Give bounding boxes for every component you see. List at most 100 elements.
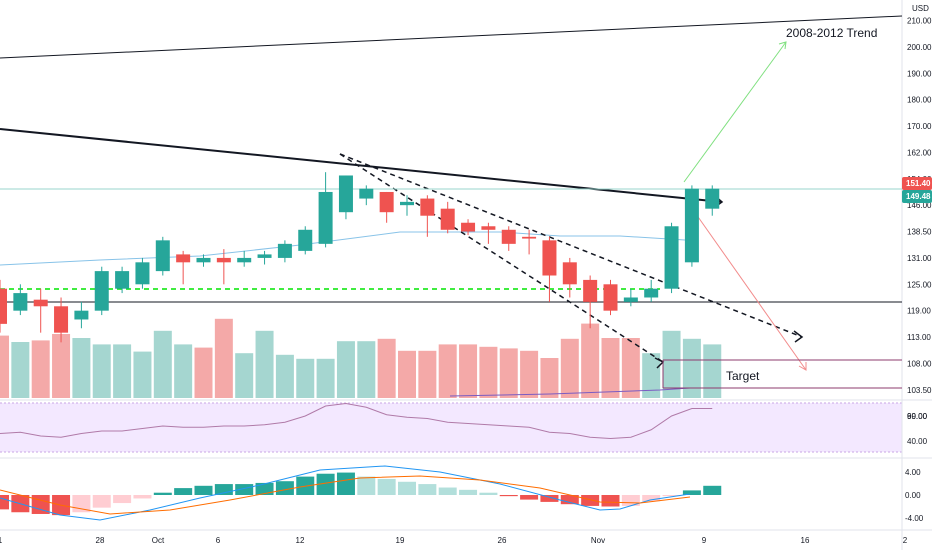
trend-annotation[interactable]: 2008-2012 Trend — [786, 26, 877, 40]
volume-bar — [398, 350, 416, 398]
volume-bar — [52, 334, 71, 398]
macd-histogram-bar — [479, 492, 498, 495]
candle-body — [338, 175, 353, 213]
long-moving-average-line — [449, 387, 691, 397]
volume-bar — [357, 341, 376, 398]
ma-price-tag: 149.48 — [902, 190, 932, 203]
rsi-line — [0, 402, 713, 440]
volume-bar — [581, 323, 600, 398]
macd-histogram-bar — [194, 485, 213, 495]
candle-body — [644, 288, 659, 298]
price-tick-label: 138.50 — [907, 228, 932, 237]
target-annotation[interactable]: Target — [726, 369, 760, 383]
macd-histogram-bar — [703, 485, 722, 495]
candle-body — [359, 188, 374, 199]
price-axis[interactable]: 210.00200.00190.00180.00170.00162.00154.… — [907, 17, 932, 422]
moving-averages — [0, 231, 691, 397]
macd-histogram-bar — [642, 495, 661, 502]
time-tick-label: 2 — [903, 536, 908, 545]
candle-body — [277, 243, 292, 258]
candle-body — [257, 254, 272, 258]
price-tick-label: 146.00 — [907, 201, 932, 210]
candle-body — [461, 222, 476, 232]
volume-bar — [255, 330, 274, 398]
macd-histogram-bar — [153, 492, 172, 495]
volume-bar — [601, 338, 620, 398]
moving-average-line — [0, 231, 686, 266]
price-pane[interactable] — [0, 0, 902, 398]
candle-body — [705, 188, 720, 209]
candle-body — [684, 188, 699, 263]
volume-bar — [133, 351, 152, 398]
candle-body — [400, 201, 414, 206]
candle-body — [176, 254, 191, 263]
volume-bar — [194, 347, 213, 398]
macd-histogram-bar — [0, 495, 9, 510]
time-tick-label: 12 — [296, 536, 305, 545]
macd-histogram-bar — [336, 472, 355, 495]
macd-tick-label: 4.00 — [905, 468, 921, 477]
price-tick-label: 170.00 — [907, 122, 932, 131]
volume-bar — [113, 344, 132, 398]
candle-body — [298, 229, 313, 251]
long-trend-line — [0, 15, 903, 59]
candle-body — [13, 293, 28, 311]
volume-bar — [92, 344, 111, 398]
svg-text:151.40: 151.40 — [906, 179, 931, 188]
candle-body — [440, 208, 455, 230]
macd-histogram-bar — [357, 476, 376, 495]
macd-tick-label: -4.00 — [905, 514, 924, 523]
candle-body — [420, 198, 435, 216]
upper-channel-arrowhead — [793, 330, 804, 343]
candle-body — [155, 240, 170, 272]
candle-body — [501, 229, 516, 244]
volume-bar — [479, 346, 498, 398]
candle-body — [216, 257, 231, 263]
price-tick-label: 190.00 — [907, 69, 932, 78]
price-tick-label: 119.00 — [907, 307, 931, 316]
volume-bar — [459, 344, 478, 398]
rsi-pane — [0, 402, 713, 440]
resistance-trend-line — [0, 128, 723, 203]
volume-bar — [31, 340, 50, 398]
projection-down-line — [695, 213, 807, 371]
macd-histogram-bar — [418, 484, 437, 495]
volume-bar — [377, 338, 396, 398]
macd-histogram-bar — [459, 489, 478, 495]
rsi-tick-label: 40.00 — [907, 437, 928, 446]
projection-up-line — [683, 41, 787, 183]
macd-histogram-bar — [398, 481, 416, 495]
volume-bar — [418, 350, 437, 398]
volume-bar — [703, 344, 722, 398]
candle-body — [237, 257, 252, 263]
macd-tick-label: 0.00 — [905, 491, 921, 500]
volume-bar — [621, 338, 640, 398]
macd-histogram-bar — [214, 484, 233, 495]
time-tick-label: 6 — [216, 536, 221, 545]
volume-bar — [540, 358, 559, 398]
macd-histogram-bar — [581, 495, 600, 506]
macd-histogram-bar — [92, 495, 111, 508]
macd-histogram-bar — [235, 484, 254, 495]
volume-bar — [296, 358, 315, 398]
candle-body — [135, 262, 150, 285]
volume-bar — [662, 330, 681, 398]
time-axis[interactable]: 1 28 Oct 6 12 19 26 Nov 9 16 2 — [0, 536, 908, 545]
macd-histogram-bar — [377, 478, 396, 495]
macd-signal-line — [0, 475, 691, 515]
price-tick-label: 108.00 — [907, 359, 932, 368]
volume-bar — [438, 344, 457, 398]
time-tick-label: 26 — [498, 536, 507, 545]
candle-body — [94, 271, 109, 311]
volume-bar — [153, 330, 172, 398]
candle-body — [0, 288, 7, 324]
time-tick-label: 1 — [0, 536, 3, 545]
trend-lines[interactable] — [0, 15, 903, 389]
volume-bar — [174, 344, 193, 398]
projection-up-arrowhead — [778, 41, 787, 50]
macd-histogram-bar — [275, 481, 294, 495]
macd-histogram-bar — [113, 495, 132, 504]
volume-bar — [235, 353, 254, 398]
